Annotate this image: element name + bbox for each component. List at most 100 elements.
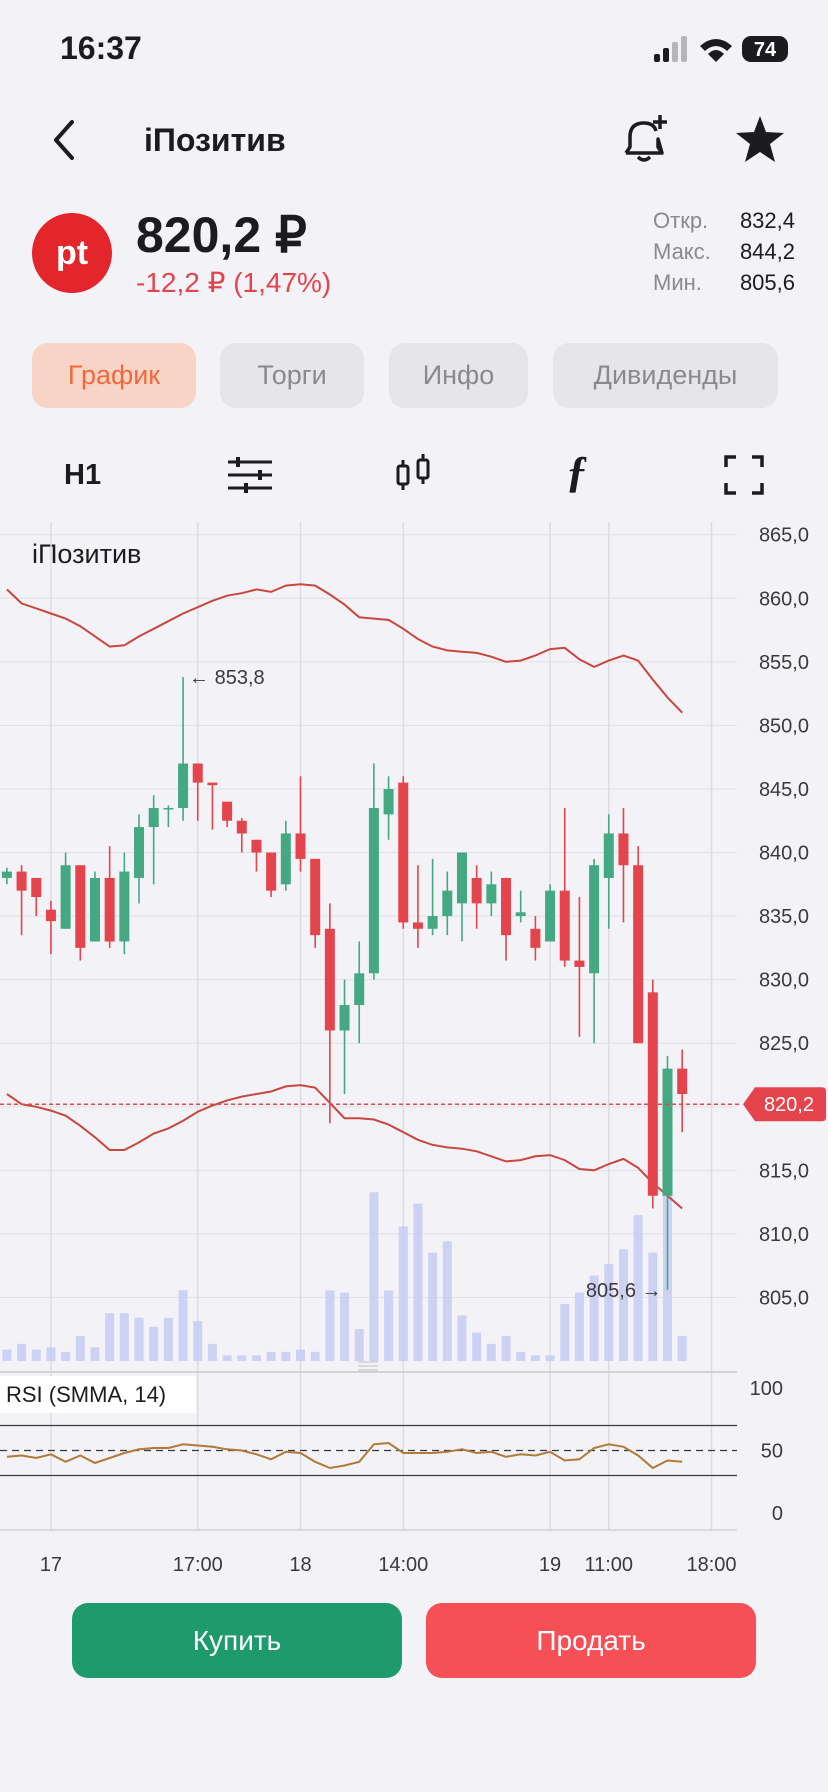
last-price-label: 820,2 (764, 1094, 814, 1116)
x-tick-label: 19 (539, 1554, 561, 1576)
volume-bar (134, 1317, 144, 1361)
candle-body (515, 912, 526, 917)
candle-body (383, 788, 394, 815)
x-tick-label: 17 (40, 1554, 62, 1576)
volume-bar (413, 1203, 423, 1361)
candle-body (530, 928, 541, 948)
sell-button[interactable]: Продать (426, 1603, 756, 1678)
rsi-title: RSI (SMMA, 14) (6, 1382, 166, 1407)
x-tick-label: 14:00 (378, 1554, 428, 1576)
candle-body (442, 890, 453, 917)
rsi-tick-label: 50 (761, 1441, 783, 1463)
tab[interactable]: Дивиденды (553, 343, 778, 408)
volume-bar (398, 1226, 408, 1361)
candle-body (574, 960, 585, 967)
volume-bar (178, 1290, 188, 1361)
favorite-button[interactable] (734, 114, 786, 164)
volume-bar (340, 1292, 350, 1361)
settings-button[interactable] (226, 456, 274, 494)
x-tick-label: 18:00 (687, 1554, 737, 1576)
low-mark: 805,6 → (586, 1280, 662, 1302)
volume-bar (105, 1313, 115, 1361)
candle-body (545, 890, 556, 942)
candle-body (398, 782, 409, 923)
chart-type-button[interactable] (394, 452, 434, 496)
volume-bar (530, 1355, 540, 1361)
candle-body (134, 827, 145, 878)
candle-body (89, 877, 100, 942)
volume-bar (574, 1292, 584, 1361)
volume-bar (75, 1335, 85, 1361)
candle-body (486, 884, 497, 904)
candle-body (456, 852, 467, 904)
candle-body (501, 877, 512, 936)
volume-bar (281, 1351, 291, 1361)
candle-body (633, 865, 644, 1044)
volume-bar (2, 1349, 12, 1361)
stat-value: 844,2 (739, 239, 795, 264)
status-time: 16:37 (60, 30, 142, 66)
candle-body (603, 833, 614, 878)
volume-bar (193, 1321, 203, 1361)
candle-body (45, 909, 56, 922)
last-price-tag (743, 1087, 826, 1122)
candle-body (75, 865, 86, 948)
fullscreen-button[interactable] (724, 455, 764, 495)
alert-button[interactable] (618, 113, 670, 165)
buy-button[interactable]: Купить (72, 1603, 402, 1678)
stat-value: 832,4 (739, 208, 795, 233)
candle-body (559, 890, 570, 961)
price: 820,2 ₽ (136, 207, 307, 263)
volume-bar (545, 1355, 555, 1361)
panel-handle (358, 1361, 378, 1371)
candle-body (589, 865, 600, 974)
back-button[interactable] (50, 118, 80, 162)
volume-bar (354, 1329, 364, 1361)
candle-body (178, 763, 189, 809)
candle-body (1, 871, 12, 878)
tab[interactable]: График (32, 343, 196, 408)
candle-body (427, 916, 438, 929)
candle-body (192, 763, 203, 783)
candle-body (677, 1068, 688, 1095)
volume-bar (428, 1252, 438, 1361)
volume-bar (310, 1351, 320, 1361)
volume-bar (17, 1343, 27, 1361)
volume-bar (207, 1343, 217, 1361)
interval-button[interactable]: H1 (64, 459, 102, 491)
logo-text: pt (56, 234, 88, 272)
volume-bar (46, 1347, 56, 1361)
indicators-button[interactable]: ƒ (566, 447, 588, 496)
header-title: iПозитив (144, 122, 286, 158)
candle-body (324, 928, 335, 1031)
volume-bar (457, 1315, 467, 1361)
tab[interactable]: Инфо (389, 343, 528, 408)
candle-body (295, 833, 306, 859)
battery-level: 74 (754, 39, 777, 61)
x-tick-label: 11:00 (584, 1554, 633, 1576)
candle-body (280, 833, 291, 885)
stat-label: Откр. (653, 208, 709, 233)
volume-bar (119, 1313, 129, 1361)
x-tick-label: 18 (289, 1554, 311, 1576)
rsi-tick-label: 0 (772, 1503, 783, 1525)
volume-bar (516, 1351, 526, 1361)
status-icons: 74 (654, 36, 788, 62)
candle-body (412, 922, 423, 929)
volume-bar (501, 1335, 511, 1361)
y-tick-label: 830,0 (759, 970, 809, 992)
volume-bar (384, 1290, 394, 1361)
logo: pt (32, 213, 112, 293)
chart-title: iПозитив (32, 539, 141, 569)
volume-bar (222, 1355, 232, 1361)
stat-label: Макс. (653, 239, 711, 264)
candle-body (104, 877, 115, 942)
volume-bar (604, 1264, 614, 1361)
chart: iПозитив 805,0810,0815,0820,0825,0830,08… (0, 522, 826, 1576)
tab[interactable]: Торги (220, 343, 364, 408)
volume-bar (648, 1252, 658, 1361)
volume-bar (369, 1192, 379, 1361)
volume-bar (251, 1355, 261, 1361)
candle-body (368, 808, 379, 974)
